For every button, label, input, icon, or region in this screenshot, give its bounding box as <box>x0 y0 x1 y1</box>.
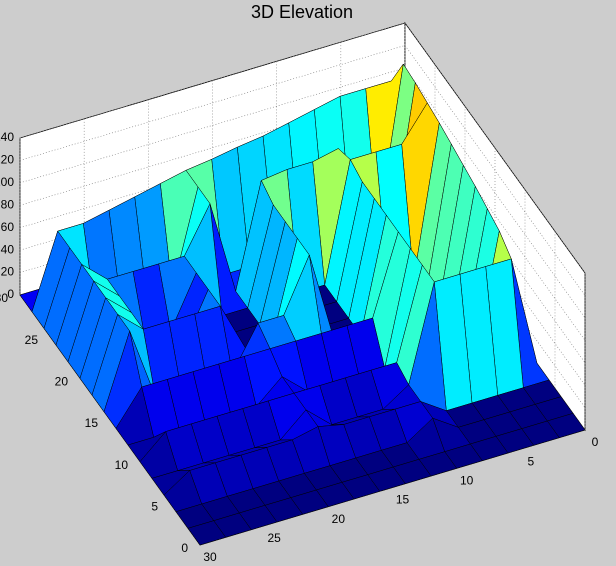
x-tick-label: 30 <box>203 550 217 564</box>
x-tick-label: 5 <box>527 454 534 468</box>
z-tick-label: 0 <box>7 287 14 301</box>
grid-line <box>404 22 586 274</box>
grid-line <box>19 112 406 229</box>
y-tick-label: 10 <box>115 458 129 472</box>
y-tick-label: 0 <box>181 541 188 555</box>
x-tick-label: 15 <box>396 493 410 507</box>
x-tick-label: 25 <box>267 531 281 545</box>
grid-line <box>404 67 586 319</box>
y-tick-label: 15 <box>85 416 99 430</box>
grid-line <box>19 22 406 139</box>
z-tick-label: 20 <box>1 265 15 279</box>
x-tick-label: 20 <box>332 512 346 526</box>
grid-line <box>19 45 406 161</box>
grid-line <box>19 89 406 206</box>
y-tick-label: 5 <box>151 500 158 514</box>
y-tick-label: 25 <box>25 333 39 347</box>
z-tick-label: 80 <box>1 197 15 211</box>
z-tick-label: 120 <box>0 153 14 167</box>
x-tick-label: 0 <box>592 435 599 449</box>
z-tick-label: 140 <box>0 130 14 144</box>
grid-line <box>404 45 586 296</box>
surface-face <box>187 520 226 546</box>
z-tick-label: 40 <box>1 242 15 256</box>
y-tick-label: 30 <box>0 291 8 305</box>
z-tick-label: 60 <box>1 220 15 234</box>
y-tick-label: 20 <box>55 375 69 389</box>
z-tick-label: 100 <box>0 175 14 189</box>
chart-title: 3D Elevation <box>251 2 353 22</box>
x-tick-label: 10 <box>460 474 474 488</box>
grid-line <box>19 67 406 184</box>
